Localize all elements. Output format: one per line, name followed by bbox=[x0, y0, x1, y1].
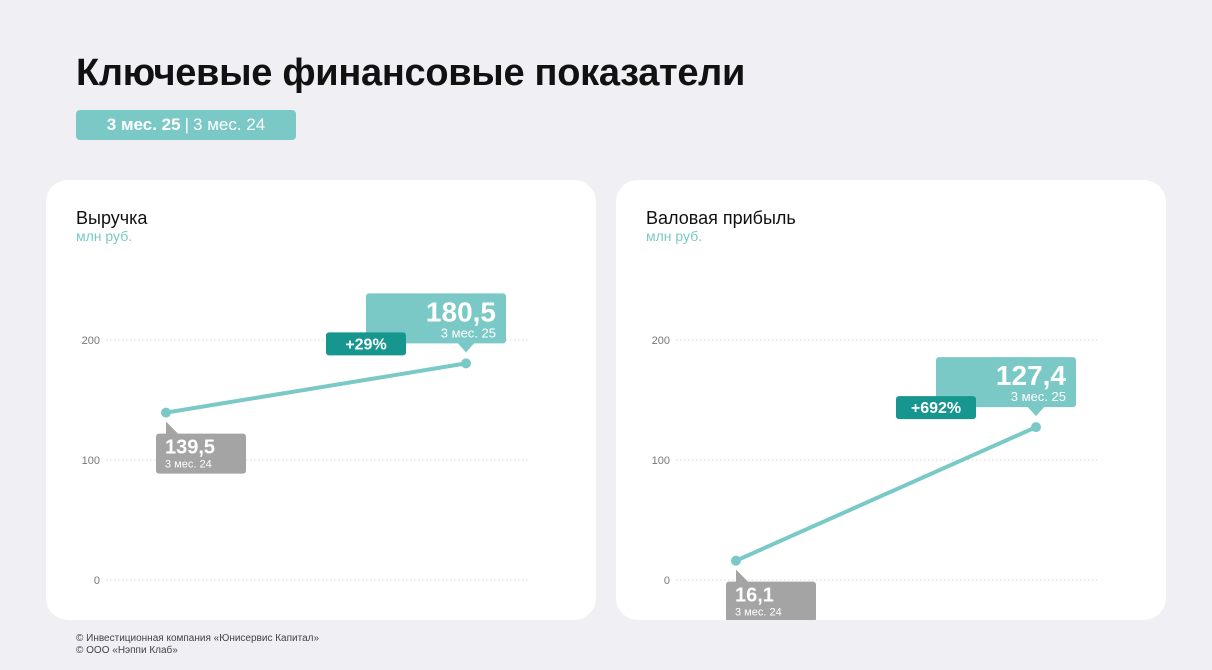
footer-copyright-2: © ООО «Нэппи Клаб» bbox=[76, 645, 178, 656]
previous-label-box bbox=[156, 433, 246, 474]
gross-profit-chart: 0 100 200 16,13 мес. 24 127,43 мес. 25 +692% bbox=[652, 335, 1098, 620]
previous-period-label: 3 мес. 24 bbox=[165, 459, 212, 471]
period-legend: 3 мес. 25 | 3 мес. 24 bbox=[76, 110, 296, 140]
y-tick-label: 100 bbox=[652, 455, 670, 467]
change-label: +692% bbox=[911, 400, 961, 417]
gross-profit-card: Валовая прибыль млн руб. 0 100 200 16,1 3 ме… bbox=[616, 180, 1166, 620]
previous-value-label: 139,5 bbox=[165, 437, 215, 459]
previous-label-pointer bbox=[736, 569, 749, 583]
footer: © Инвестиционная компания «Юнисервис Кап… bbox=[76, 633, 319, 657]
change-label: +29% bbox=[345, 336, 386, 353]
data-point bbox=[461, 358, 471, 369]
revenue-title: Выручка bbox=[76, 208, 148, 228]
gross-profit-unit: млн руб. bbox=[646, 228, 703, 244]
y-tick-label: 0 bbox=[664, 575, 670, 587]
footer-copyright-1: © Инвестиционная компания «Юнисервис Кап… bbox=[76, 633, 320, 644]
page-title: Ключевые финансовые показатели bbox=[76, 52, 746, 94]
period-current-label: 3 мес. 25 bbox=[106, 115, 181, 134]
series-line bbox=[164, 361, 468, 415]
y-tick-label: 100 bbox=[82, 455, 100, 467]
change-badge bbox=[326, 332, 406, 356]
revenue-unit: млн руб. bbox=[76, 228, 133, 244]
change-badge bbox=[896, 396, 976, 420]
current-value-label: 127,4 bbox=[996, 360, 1066, 391]
gross-profit-title: Валовая прибыль bbox=[646, 208, 796, 228]
current-label-box bbox=[366, 293, 506, 344]
y-tick-label: 200 bbox=[82, 335, 100, 347]
data-point bbox=[1031, 422, 1041, 433]
data-point bbox=[161, 407, 171, 418]
revenue-card: Выручка млн руб. 0 100 200 139,5 3 мес. 24 18… bbox=[46, 180, 596, 620]
previous-value-label: 16,1 bbox=[735, 585, 774, 607]
current-label-pointer bbox=[457, 342, 475, 353]
current-label-box bbox=[936, 357, 1076, 408]
current-label-pointer bbox=[1027, 406, 1045, 417]
current-value-label: 180,5 bbox=[426, 296, 496, 327]
current-period-label: 3 мес. 25 bbox=[441, 325, 496, 340]
data-point bbox=[731, 555, 741, 566]
period-previous-label: 3 мес. 24 bbox=[193, 115, 266, 134]
current-period-label: 3 мес. 25 bbox=[1011, 389, 1066, 404]
previous-label-box bbox=[726, 581, 816, 620]
previous-label-pointer bbox=[166, 421, 179, 435]
y-tick-label: 0 bbox=[94, 575, 100, 587]
revenue-chart: 0 100 200 139,53 мес. 24 180,53 мес. 25 +29% bbox=[82, 293, 528, 587]
y-tick-label: 200 bbox=[652, 335, 670, 347]
previous-period-label: 3 мес. 24 bbox=[735, 607, 782, 619]
series-line bbox=[734, 425, 1038, 563]
period-separator: | bbox=[184, 115, 190, 134]
